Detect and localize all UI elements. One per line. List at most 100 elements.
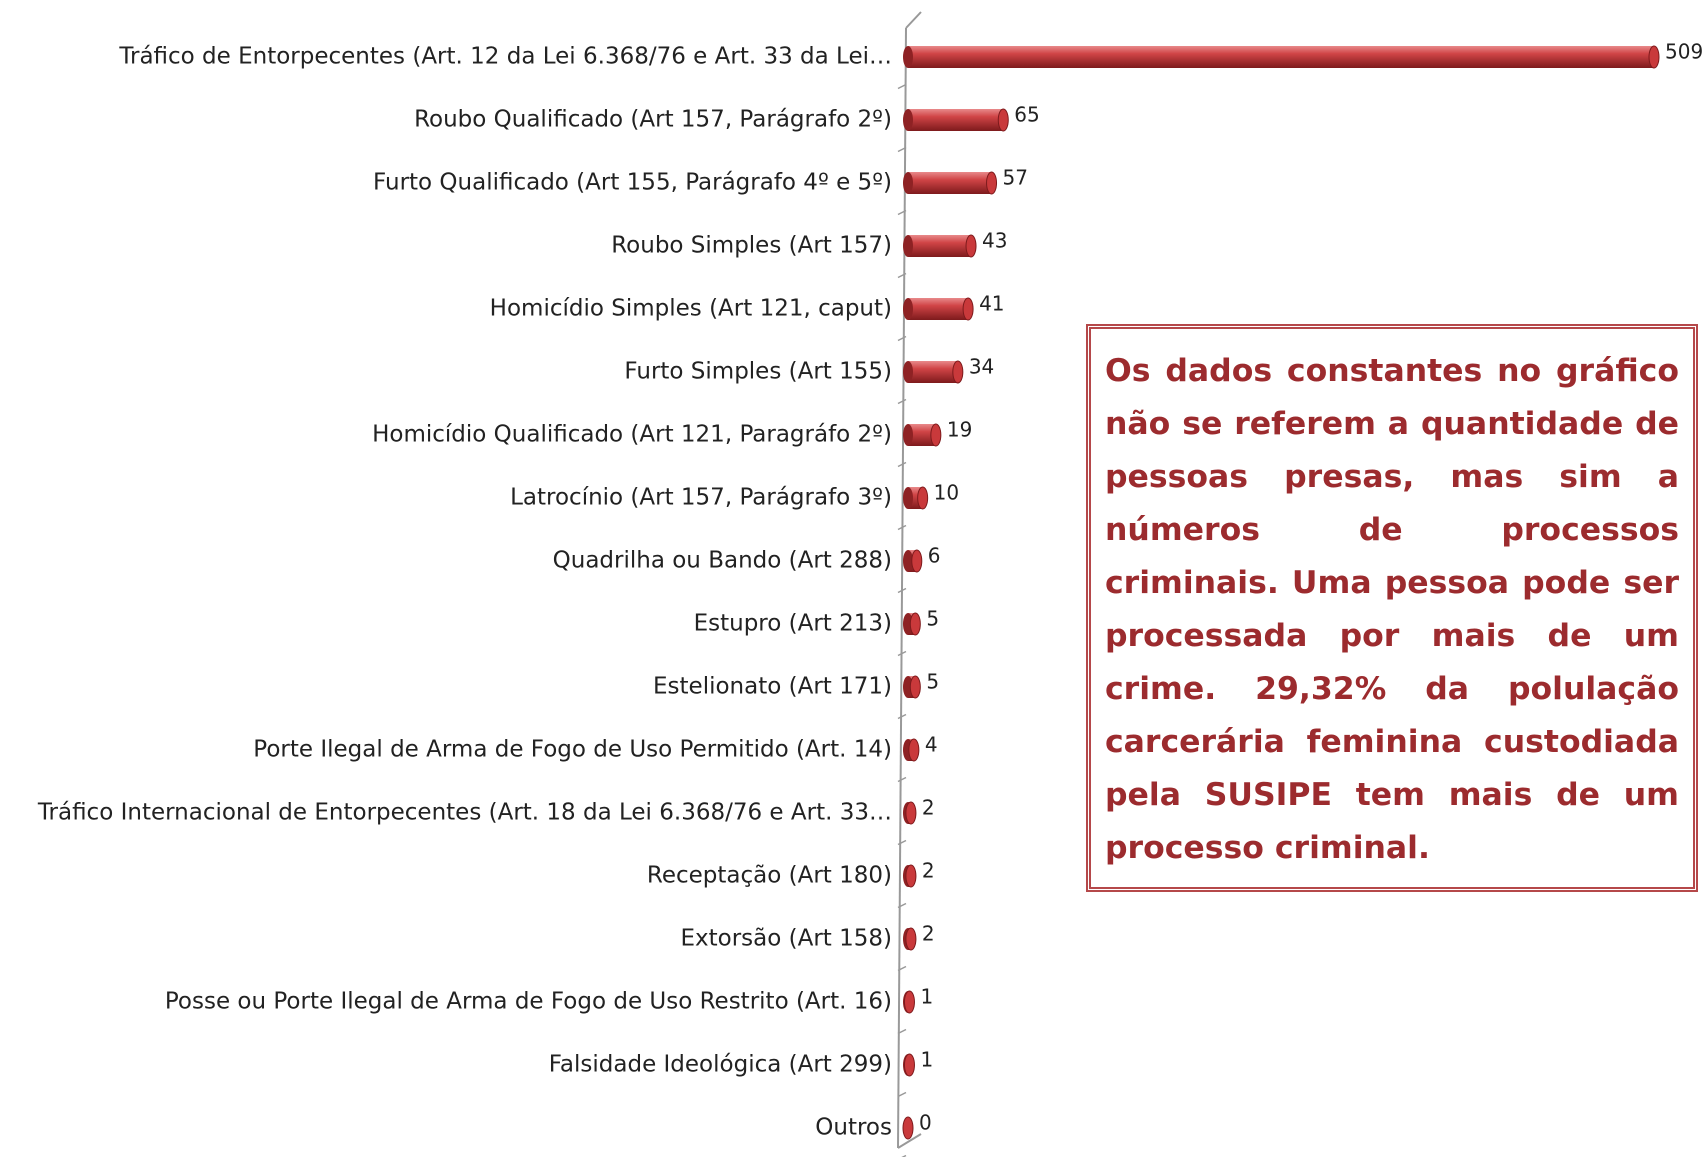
- y-tick-label: Homicídio Qualificado (Art 121, Paragráf…: [372, 422, 892, 448]
- value-label: 5: [926, 670, 939, 694]
- axis-tick: [897, 713, 907, 720]
- bar-cap: [962, 297, 974, 321]
- bar: [903, 864, 917, 888]
- bar-cap: [952, 360, 964, 384]
- bar: [903, 1053, 915, 1077]
- y-tick-label: Furto Qualificado (Art 155, Parágrafo 4º…: [373, 170, 892, 196]
- bar: [903, 171, 998, 195]
- bar-start: [903, 109, 913, 131]
- bar: [903, 108, 1009, 132]
- bar-cap: [986, 171, 998, 195]
- bar-start: [903, 172, 913, 194]
- bar: [903, 549, 923, 573]
- value-label: 2: [922, 796, 935, 820]
- y-tick-label: Extorsão (Art 158): [680, 926, 892, 952]
- y-tick-label: Quadrilha ou Bando (Art 288): [553, 548, 892, 574]
- axis-tick: [897, 839, 907, 846]
- bar: [903, 612, 921, 636]
- bar-body: [908, 424, 936, 446]
- axis: [897, 11, 922, 1149]
- value-label: 19: [947, 418, 972, 442]
- bar-start: [903, 361, 913, 383]
- axis-tick: [897, 335, 907, 342]
- y-tick-label: Estelionato (Art 171): [653, 674, 892, 700]
- y-tick-label: Furto Simples (Art 155): [624, 359, 892, 385]
- y-tick-label: Estupro (Art 213): [694, 611, 892, 637]
- value-label: 509: [1665, 40, 1703, 64]
- bar-cap: [965, 234, 977, 258]
- value-label: 5: [926, 607, 939, 631]
- bar: [903, 234, 977, 258]
- bar-body: [908, 109, 1004, 131]
- y-tick-label: Tráfico de Entorpecentes (Art. 12 da Lei…: [118, 44, 892, 70]
- value-label: 1: [920, 985, 933, 1009]
- axis-tick: [897, 902, 907, 909]
- axis-tick: [901, 1154, 907, 1157]
- bar: [903, 738, 920, 762]
- axis-tick: [897, 146, 907, 153]
- y-tick-label: Receptação (Art 180): [647, 863, 892, 889]
- y-tick-label: Roubo Qualificado (Art 157, Parágrafo 2º…: [414, 107, 892, 133]
- bar-start: [903, 298, 913, 320]
- axis-tick: [897, 209, 907, 216]
- bar-cap: [908, 738, 920, 762]
- bar-body: [908, 361, 958, 383]
- bar-cap: [905, 801, 917, 825]
- y-tick-label: Roubo Simples (Art 157): [611, 233, 892, 259]
- axis-tick: [897, 650, 907, 657]
- y-tick-label: Porte Ilegal de Arma de Fogo de Uso Perm…: [253, 737, 892, 763]
- axis-tick: [897, 272, 907, 279]
- bar: [903, 801, 917, 825]
- bar-body: [908, 235, 972, 257]
- y-tick-label: Tráfico Internacional de Entorpecentes (…: [37, 800, 892, 826]
- axis-tick: [897, 461, 907, 468]
- axis-tick: [897, 587, 907, 594]
- value-label: 65: [1014, 103, 1039, 127]
- bar: [903, 486, 929, 510]
- value-label: 2: [922, 922, 935, 946]
- bar-cap: [930, 423, 942, 447]
- bar-cap: [902, 1116, 914, 1140]
- bar-cap: [997, 108, 1009, 132]
- bar-cap: [905, 927, 917, 951]
- bar: [903, 927, 917, 951]
- bar-cap: [911, 549, 923, 573]
- bar-cap: [909, 675, 921, 699]
- axis-tick: [897, 398, 907, 405]
- axis-tick: [897, 776, 907, 783]
- bar: [903, 360, 964, 384]
- bar-cap: [909, 612, 921, 636]
- bar: [902, 1116, 914, 1140]
- y-tick-label: Latrocínio (Art 157, Parágrafo 3º): [510, 485, 892, 511]
- bar-start: [903, 424, 913, 446]
- axis-tick: [897, 1091, 907, 1098]
- y-tick-label: Homicídio Simples (Art 121, caput): [490, 296, 892, 322]
- value-label: 34: [969, 355, 994, 379]
- bar: [903, 675, 921, 699]
- bar-cap: [917, 486, 929, 510]
- y-tick-label: Outros: [815, 1115, 892, 1141]
- bar-cap: [905, 864, 917, 888]
- value-label: 0: [919, 1111, 932, 1135]
- value-label: 2: [922, 859, 935, 883]
- bar-cap: [903, 1053, 915, 1077]
- bar: [903, 990, 915, 1014]
- value-label: 41: [979, 292, 1004, 316]
- axis-tick: [897, 83, 907, 90]
- bar: [903, 297, 974, 321]
- value-label: 4: [925, 733, 938, 757]
- value-label: 10: [934, 481, 959, 505]
- bar-cap: [1648, 45, 1660, 69]
- bar-start: [903, 46, 913, 68]
- axis-tick: [897, 1028, 907, 1035]
- bar-body: [908, 172, 992, 194]
- bar-body: [908, 298, 969, 320]
- value-label: 43: [982, 229, 1007, 253]
- annotation: Os dados constantes no gráfico não se re…: [1086, 324, 1698, 892]
- y-tick-label: Posse ou Porte Ilegal de Arma de Fogo de…: [165, 989, 892, 1015]
- value-label: 6: [928, 544, 941, 568]
- value-label: 1: [920, 1048, 933, 1072]
- value-label: 57: [1003, 166, 1028, 190]
